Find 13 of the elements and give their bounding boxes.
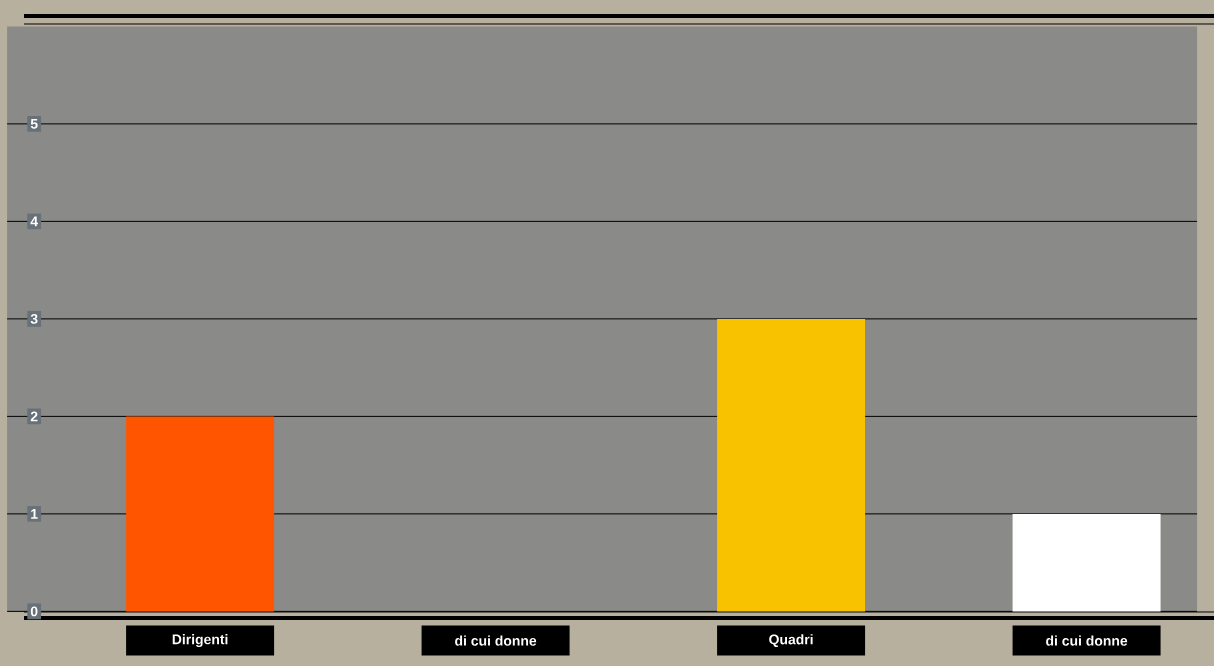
y-tick-label: 5 [30,119,38,129]
y-tick-label: 4 [30,216,38,227]
y-tick-label: 2 [30,411,38,422]
y-tick-label: 1 [31,509,38,519]
bar [717,318,866,612]
bar [126,416,275,612]
x-tick-label: di cui donne [1046,635,1128,646]
y-tick-label: 3 [30,313,38,324]
x-tick-label: Dirigenti [172,634,228,648]
y-tick-label: 0 [30,606,38,617]
bar [1012,513,1161,612]
x-tick-label: Quadri [769,634,813,648]
x-tick-label: di cui donne [455,635,537,646]
